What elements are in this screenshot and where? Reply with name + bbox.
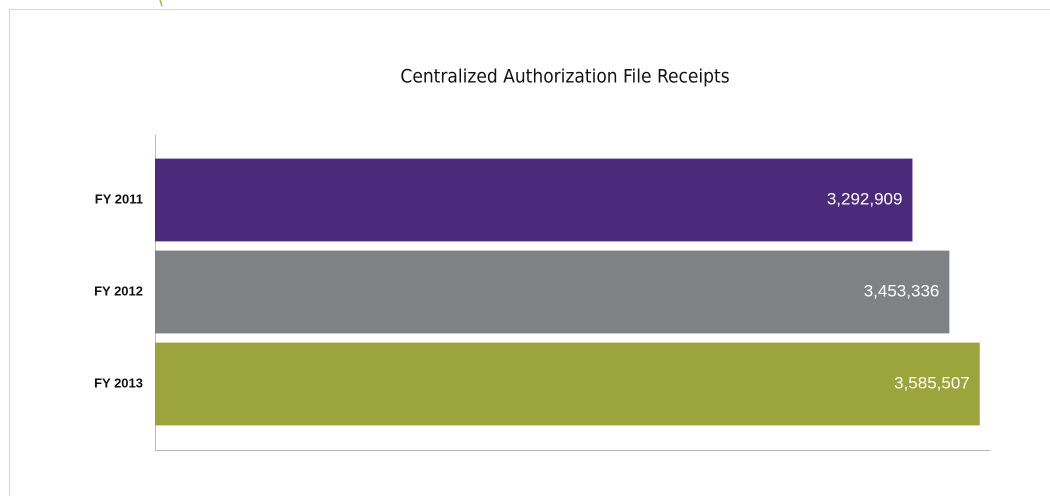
value-label: 3,585,507 <box>894 373 970 392</box>
value-label: 3,453,336 <box>864 281 940 300</box>
value-label: 3,292,909 <box>827 189 903 208</box>
chart-title: Centralized Authorization File Receipts <box>400 66 729 88</box>
bar <box>155 342 980 426</box>
bar <box>155 158 913 242</box>
y-tick-label: FY 2013 <box>94 375 143 390</box>
y-tick-label: FY 2012 <box>94 283 143 298</box>
bar <box>155 250 950 334</box>
decoration <box>159 0 163 7</box>
y-tick-label: FY 2011 <box>95 191 143 206</box>
